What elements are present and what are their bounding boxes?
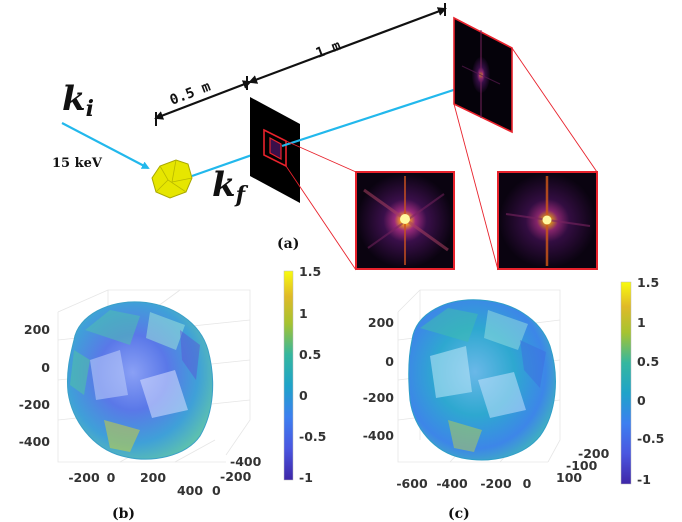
reconstructed-crystal-b [67, 301, 214, 460]
svg-text:0: 0 [299, 388, 308, 403]
z-axis-ticks-c: -200 -100 100 [556, 446, 610, 485]
caption-a: (a) [277, 236, 299, 252]
svg-text:-100: -100 [566, 458, 598, 473]
svg-text:-200: -200 [19, 397, 51, 412]
detector-near [250, 97, 300, 203]
svg-text:100: 100 [556, 470, 582, 485]
svg-text:-600: -600 [396, 476, 428, 491]
svg-text:-1: -1 [637, 472, 651, 487]
svg-text:-200: -200 [68, 470, 100, 485]
svg-text:0.5: 0.5 [637, 354, 659, 369]
x-axis-ticks-b: -200 0 200 400 [68, 470, 203, 498]
colorbar-c: 1.5 1 0.5 0 -0.5 -1 [620, 275, 664, 487]
panel-a-diffraction-setup: 0.5 m 1 m ki 15 keV kf [52, 3, 598, 271]
distance-arrow-0.5m [154, 80, 252, 120]
svg-text:0.5: 0.5 [299, 347, 321, 362]
svg-text:-200: -200 [578, 446, 610, 461]
z-axis-ticks-b: -400 -200 0 [212, 454, 262, 498]
incident-beam-arrow [61, 122, 150, 169]
y-axis-ticks-b: 200 0 -200 -400 [19, 322, 51, 449]
svg-text:400: 400 [177, 483, 203, 498]
svg-text:-200: -200 [480, 476, 512, 491]
svg-text:200: 200 [24, 322, 50, 337]
caption-b: (b) [112, 506, 135, 522]
svg-text:-400: -400 [19, 434, 51, 449]
svg-text:0: 0 [107, 470, 116, 485]
svg-text:0: 0 [637, 393, 646, 408]
zoom-line [285, 140, 357, 173]
svg-text:-1: -1 [299, 470, 313, 485]
svg-text:200: 200 [140, 470, 166, 485]
svg-text:1.5: 1.5 [299, 264, 321, 279]
svg-text:-400: -400 [363, 428, 395, 443]
zoom-line [511, 47, 598, 173]
y-axis-ticks-c: 200 0 -200 -400 [363, 315, 395, 443]
svg-text:-400: -400 [230, 454, 262, 469]
svg-text:-400: -400 [436, 476, 468, 491]
colorbar-b: 1.5 1 0.5 0 -0.5 -1 [283, 264, 326, 485]
detector-far [453, 16, 513, 134]
svg-text:0: 0 [385, 354, 394, 369]
svg-text:-0.5: -0.5 [637, 431, 664, 446]
svg-text:-200: -200 [363, 390, 395, 405]
distance-label-1m: 1 m [314, 38, 343, 62]
svg-text:0: 0 [212, 483, 221, 498]
caption-c: (c) [448, 506, 470, 522]
panel-c-reconstruction: 200 0 -200 -400 -600 -400 -200 0 -200 -1… [363, 289, 610, 522]
distance-arrow-1m [248, 7, 447, 84]
diffraction-pattern-inset-far [497, 171, 598, 270]
svg-text:1: 1 [637, 315, 646, 330]
zoom-line [453, 103, 499, 271]
diffraction-pattern-inset-near [355, 171, 455, 270]
svg-text:0: 0 [41, 360, 50, 375]
svg-text:-0.5: -0.5 [299, 429, 326, 444]
k-final-label: kf [212, 165, 249, 208]
k-incident-label: ki [62, 79, 94, 122]
nanocrystal-icon [151, 159, 193, 199]
svg-text:1: 1 [299, 306, 308, 321]
svg-text:1.5: 1.5 [637, 275, 659, 290]
zoom-line [285, 165, 357, 271]
energy-label: 15 keV [52, 156, 103, 171]
svg-text:200: 200 [368, 315, 394, 330]
panel-b-reconstruction: 200 0 -200 -400 -200 0 200 400 -400 -200… [19, 289, 262, 522]
reconstructed-crystal-c [408, 299, 556, 461]
svg-text:0: 0 [523, 476, 532, 491]
diffracted-beam-arrow-2 [281, 80, 480, 148]
x-axis-ticks-c: -600 -400 -200 0 [396, 476, 531, 491]
svg-text:-200: -200 [220, 469, 252, 484]
